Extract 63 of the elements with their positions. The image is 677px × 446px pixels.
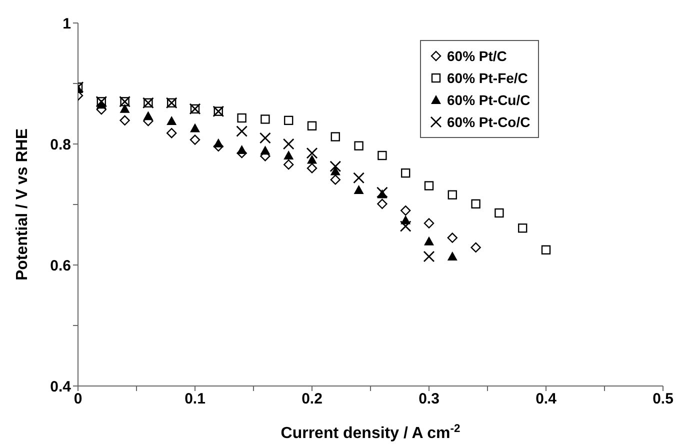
point	[330, 160, 342, 172]
point	[260, 146, 270, 155]
point	[541, 245, 551, 254]
point	[400, 220, 412, 232]
point	[166, 128, 177, 138]
point	[282, 138, 294, 150]
y-axis-title: Potential / V vs RHE	[14, 128, 30, 281]
legend-label: 60% Pt-Fe/C	[447, 70, 528, 86]
legend-label: 60% Pt-Co/C	[447, 114, 530, 130]
point	[143, 111, 154, 120]
point	[284, 116, 294, 126]
x-tick-label: 0.3	[418, 390, 440, 408]
legend-label: 60% Pt/C	[447, 48, 507, 64]
point	[190, 123, 200, 132]
point	[424, 218, 434, 228]
point	[260, 132, 271, 144]
point	[378, 150, 387, 160]
point	[470, 242, 481, 253]
point	[471, 199, 480, 208]
point	[237, 113, 246, 123]
point	[447, 232, 458, 243]
x-tick-label: 0.2	[302, 390, 322, 408]
point	[424, 236, 434, 246]
point	[423, 250, 435, 262]
y-tick-label: 0.8	[50, 136, 71, 154]
y-tick-label: 1	[62, 15, 71, 32]
point	[330, 166, 340, 176]
point	[306, 147, 318, 159]
point	[260, 114, 270, 124]
x-tick-label: 0.5	[652, 390, 674, 408]
point	[236, 145, 247, 154]
x-tick-label: 0.4	[536, 390, 558, 408]
point	[424, 181, 434, 190]
point	[190, 134, 200, 145]
legend-label: 60% Pt-Cu/C	[447, 92, 530, 108]
y-tick-label: 0.4	[50, 378, 72, 396]
point	[376, 186, 388, 198]
x-axis-title: Current density / A cm$^{-2}$	[280, 423, 460, 442]
point	[518, 223, 528, 233]
point	[377, 198, 388, 209]
point	[330, 174, 340, 185]
point	[400, 205, 411, 216]
point	[166, 116, 177, 126]
point	[401, 168, 410, 178]
point	[447, 252, 458, 261]
point	[120, 104, 130, 113]
point	[494, 208, 504, 218]
x-tick-label: 0	[74, 390, 82, 408]
point	[354, 141, 364, 150]
point	[120, 115, 130, 126]
point	[284, 150, 294, 160]
point	[307, 121, 317, 130]
point	[306, 163, 318, 174]
point	[354, 184, 364, 194]
point	[213, 138, 224, 148]
point	[284, 159, 294, 170]
point	[330, 132, 340, 142]
point	[448, 190, 457, 200]
point	[353, 172, 364, 184]
y-tick-label: 0.6	[50, 257, 71, 274]
x-tick-label: 0.1	[184, 390, 206, 408]
point	[236, 126, 248, 137]
point	[307, 154, 317, 164]
